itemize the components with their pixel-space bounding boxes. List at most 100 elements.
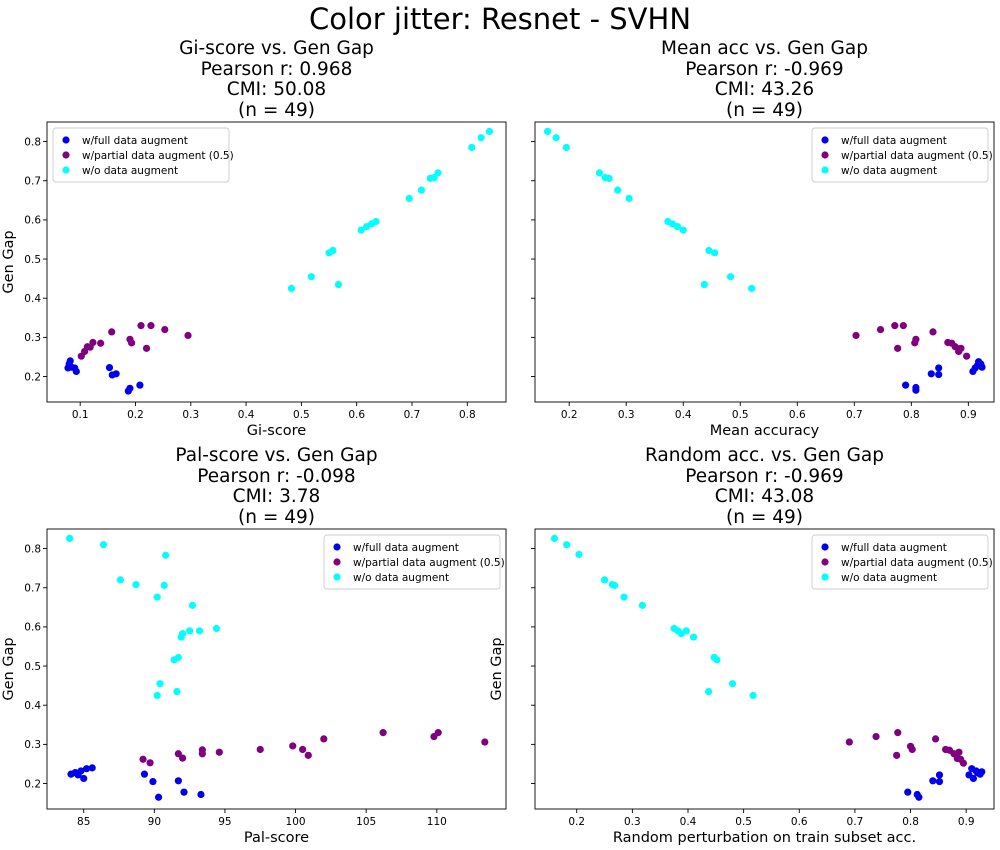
y-tick-label: 0.2 [24, 778, 41, 790]
legend-label: w/o data augment [841, 572, 937, 584]
x-tick-label: 0.6 [348, 409, 365, 421]
scatter-point [357, 226, 365, 234]
scatter-point [894, 729, 902, 737]
scatter-point [66, 357, 74, 365]
legend: w/full data augment w/partial data augmen… [52, 127, 234, 183]
legend-marker [333, 543, 341, 551]
subplot-4-title-line-1: Random acc. vs. Gen Gap [644, 445, 884, 466]
y-tick-label: 0.6 [24, 215, 41, 227]
x-tick-label: 0.1 [72, 409, 89, 421]
scatter-point [543, 127, 552, 135]
scatter-point [307, 273, 315, 281]
scatter-point [198, 746, 206, 754]
scatter-point [65, 534, 74, 542]
scatter-point [379, 729, 387, 737]
scatter-point [320, 735, 328, 743]
scatter-point [929, 328, 937, 336]
x-tick-label: 0.3 [624, 816, 641, 828]
x-tick-label: 0.4 [238, 409, 255, 421]
legend-marker [333, 573, 341, 581]
scatter-point [142, 344, 151, 352]
y-tick-label: 0.3 [24, 332, 41, 344]
scatter-point [180, 788, 188, 796]
subplot-4: 0.2 0.3 0.4 0.5 0.6 0.7 0.8 0.9 Random perturbat… [489, 528, 995, 846]
y-tick-label: 0.7 [24, 583, 41, 595]
x-tick-label: 0.3 [618, 409, 635, 421]
scatter-point [638, 601, 646, 609]
legend-marker [821, 543, 829, 551]
scatter-point [935, 364, 943, 372]
y-tick-label: 0.7 [24, 176, 41, 188]
subplot-1-title-line-4: (n = 49) [238, 99, 315, 121]
scatter-point [726, 273, 735, 281]
legend: w/full data augment w/partial data augmen… [323, 534, 505, 590]
scatter-point [88, 764, 96, 772]
scatter-point [562, 143, 570, 152]
scatter-point [162, 551, 170, 559]
scatter-point [682, 627, 690, 635]
scatter-point [128, 339, 136, 347]
x-tick-label: 110 [427, 816, 447, 828]
scatter-point [146, 759, 154, 767]
scatter-point [978, 768, 986, 776]
axes-frame [46, 528, 507, 810]
y-tick-label: 0.3 [24, 739, 41, 751]
scatter-point [614, 186, 622, 194]
y-tick-label: 0.2 [24, 371, 41, 383]
legend-marker [333, 558, 341, 566]
series-1 [902, 358, 986, 394]
legend-box [323, 534, 501, 590]
scatter-point [902, 381, 910, 389]
y-ticks: 0.2 0.3 0.4 0.5 0.6 0.7 0.8 [24, 543, 47, 790]
x-tick-label: 0.2 [561, 409, 578, 421]
scatter-point [969, 774, 978, 783]
legend-label: w/partial data augment (0.5) [353, 557, 505, 569]
scatter-point [186, 627, 194, 635]
scatter-point [149, 777, 157, 786]
scatter-point [485, 127, 494, 135]
series-3 [550, 534, 757, 700]
x-tick-label: 90 [148, 816, 161, 828]
series-1 [64, 357, 144, 395]
scatter-point [978, 363, 986, 371]
scatter-point [153, 691, 161, 700]
scatter-point [174, 653, 182, 662]
subplot-1-title: Gi-score vs. Gen Gap Pearson r: 0.968 CM… [47, 38, 506, 121]
scatter-point [197, 790, 205, 799]
scatter-point [891, 322, 899, 330]
legend-marker [821, 573, 829, 581]
scatter-point [689, 633, 698, 641]
scatter-point [105, 363, 114, 372]
scatter-point [72, 367, 80, 376]
scatter-point [600, 576, 609, 584]
scatter-point [417, 186, 425, 194]
subplot-3-title-line-1: Pal-score vs. Gen Gap [175, 445, 378, 466]
scatter-point [935, 771, 944, 779]
scatter-point [705, 246, 713, 255]
series-3 [543, 127, 756, 293]
subplot-4-title-line-3: CMI: 43.08 [714, 486, 815, 507]
subplot-2-title-line-3: CMI: 43.26 [714, 79, 815, 100]
subplot-3-title: Pal-score vs. Gen Gap Pearson r: -0.098 … [47, 445, 506, 528]
scatter-point [139, 755, 147, 763]
subplot-3-title-line-4: (n = 49) [238, 506, 315, 528]
scatter-point [405, 194, 413, 202]
scatter-point [184, 331, 192, 340]
legend: w/full data augment w/partial data augmen… [811, 534, 993, 590]
x-ticks: 0.2 0.3 0.4 0.5 0.6 0.7 0.8 0.9 [561, 402, 977, 421]
legend-marker [62, 166, 70, 174]
x-axis-label: Pal-score [244, 830, 309, 846]
subplot-4-title-line-4: (n = 49) [726, 506, 803, 528]
x-tick-label: 85 [77, 816, 90, 828]
scatter-point [876, 325, 885, 334]
scatter-point [679, 226, 687, 234]
x-tick-label: 100 [286, 816, 306, 828]
legend-marker [62, 136, 70, 144]
scatter-point [140, 770, 149, 778]
x-tick-label: 0.8 [459, 409, 476, 421]
scatter-point [136, 381, 144, 389]
y-tick-label: 0.5 [24, 661, 41, 673]
scatter-point [77, 767, 85, 775]
scatter-point [550, 534, 559, 542]
